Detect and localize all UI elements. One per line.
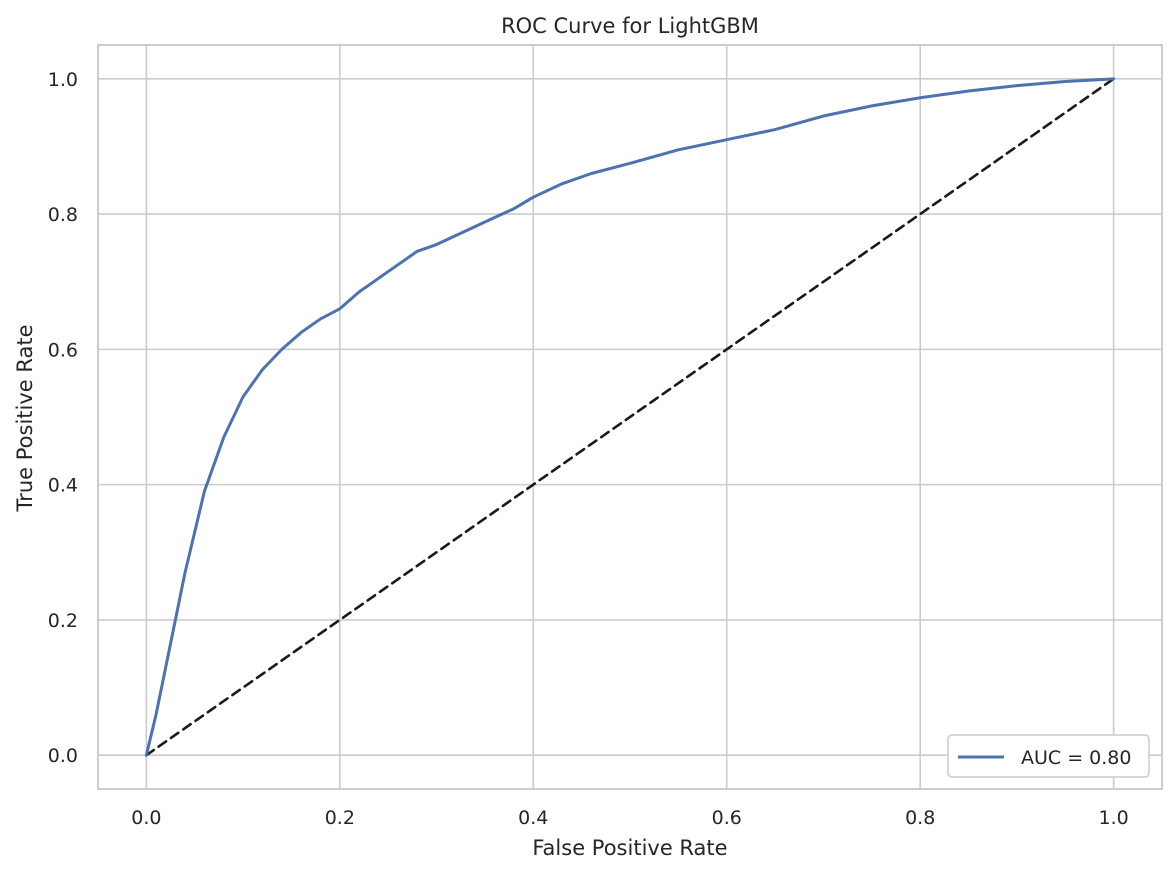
roc-curve-line <box>144 77 1116 757</box>
x-tick-label: 0.4 <box>518 807 548 829</box>
y-tick-label: 1.0 <box>48 69 78 91</box>
x-tick-label: 1.0 <box>1099 807 1129 829</box>
y-tick-label: 0.0 <box>48 745 78 767</box>
y-tick-label: 0.4 <box>48 475 78 497</box>
x-axis-label: False Positive Rate <box>532 836 727 860</box>
series-layer <box>144 77 1116 757</box>
legend-label: AUC = 0.80 <box>1021 747 1131 769</box>
plot-frame <box>97 44 1163 790</box>
x-tick-label: 0.6 <box>712 807 742 829</box>
grid-lines <box>98 45 1162 789</box>
x-tick-label: 0.8 <box>905 807 935 829</box>
chance-line <box>145 77 1115 757</box>
legend: AUC = 0.80 <box>947 734 1150 778</box>
x-axis-ticks: 0.0 0.2 0.4 0.6 0.8 1.0 <box>131 807 1128 829</box>
y-tick-label: 0.2 <box>48 610 78 632</box>
y-tick-label: 0.6 <box>48 339 78 361</box>
y-axis-label: True Positive Rate <box>13 324 37 512</box>
y-tick-label: 0.8 <box>48 204 78 226</box>
x-tick-label: 0.0 <box>131 807 161 829</box>
chart-title: ROC Curve for LightGBM <box>501 14 759 38</box>
x-tick-label: 0.2 <box>325 807 355 829</box>
y-axis-ticks: 0.0 0.2 0.4 0.6 0.8 1.0 <box>48 69 78 767</box>
legend-box <box>947 734 1150 778</box>
